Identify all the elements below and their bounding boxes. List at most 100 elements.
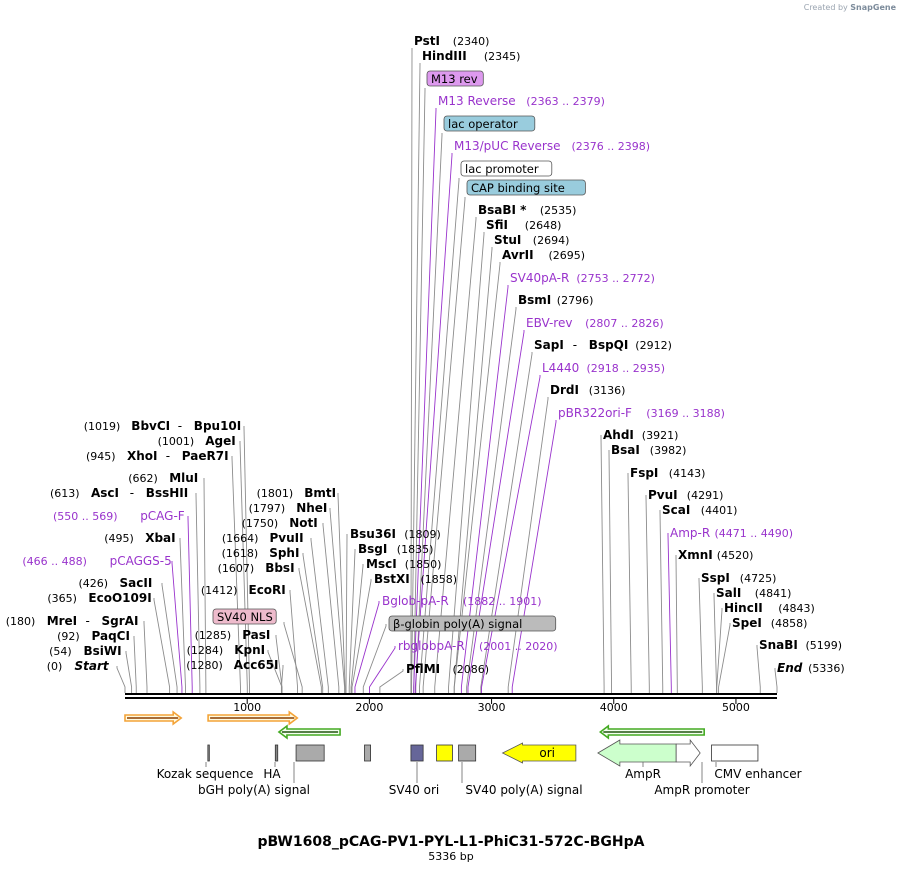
name-text: NotI [289, 516, 318, 530]
name-text: NheI [296, 501, 327, 515]
name-text: HindIII [422, 49, 467, 63]
leader-line [627, 473, 632, 693]
name-text: ScaI [662, 503, 690, 517]
position-text: (1618) [222, 547, 259, 560]
ampr-feature [597, 739, 677, 767]
snapgene-brand: SnapGene [850, 3, 896, 12]
xbai-label: (495) XbaI [104, 531, 175, 545]
sphi-label: (1618) SphI [222, 546, 300, 560]
xhoi-label: (945) XhoI - PaeR7I [86, 449, 229, 463]
name-text: Bsu36I [350, 527, 396, 541]
drdi-label: DrdI (3136) [550, 383, 625, 397]
bgh-poly-a-signal-label: bGH poly(A) signal [198, 783, 310, 797]
leader-line [298, 568, 322, 693]
bbsi-label: (1607) BbsI [218, 561, 295, 575]
position-text: (180) [6, 615, 36, 628]
name-text: DrdI [550, 383, 579, 397]
ruler-tick-label: 5000 [722, 701, 750, 714]
name-text: PaeR7I [182, 449, 229, 463]
plasmid-title: pBW1608_pCAG-PV1-PYL-L1-PhiC31-572C-BGHp… [258, 834, 645, 850]
xmni-label: XmnI (4520) [678, 548, 753, 562]
start-label: (0) Start [47, 659, 110, 673]
position-text: (2001 .. 2020) [479, 640, 558, 653]
leader-line [448, 232, 485, 693]
position-text: (4858) [771, 617, 808, 630]
name-text: SspI [701, 571, 730, 585]
end-label: End (5336) [777, 661, 845, 675]
name-text: SpeI [732, 616, 762, 630]
leader-line [187, 516, 193, 693]
name-text: PaqCI [92, 629, 130, 643]
name-text: SapI [534, 338, 564, 352]
position-text: (365) [47, 592, 77, 605]
feature-box-text: CAP binding site [471, 181, 565, 195]
name-text: BsaI [611, 443, 640, 457]
position-text: (4143) [669, 467, 706, 480]
avrii-label: AvrII (2695) [502, 248, 585, 262]
position-text: (3136) [589, 384, 626, 397]
separator-text: - [573, 338, 577, 352]
cmv-enhancer-feature [711, 744, 759, 762]
name-text: BsgI [358, 542, 387, 556]
l4440-label: L4440 (2918 .. 2935) [542, 361, 665, 375]
feature-box [443, 115, 536, 132]
leader-line [171, 561, 183, 693]
leader-line [354, 601, 380, 693]
position-text: (1858) [421, 573, 458, 586]
name-text: Bpu10I [194, 419, 241, 433]
position-text: (2535) [540, 204, 577, 217]
leader-line [379, 669, 404, 693]
pcaggs-5-label: (466 .. 488) pCAGGS-5 [22, 554, 171, 568]
position-text: (2918 .. 2935) [587, 362, 666, 375]
position-text: (1285) [195, 629, 232, 642]
leader-line [756, 645, 761, 693]
leader-line [434, 217, 477, 693]
leader-line [133, 636, 137, 693]
position-text: (466 .. 488) [22, 555, 87, 568]
name-text: End [777, 661, 803, 675]
leader-line [718, 623, 731, 693]
position-text: (2695) [549, 249, 586, 262]
name-text: pCAGGS-5 [110, 554, 172, 568]
asci-label: (613) AscI - BssHII [50, 486, 188, 500]
mrei-label: (180) MreI - SgrAI [6, 614, 139, 628]
rbglobpa-r-label: rbglobpA-R (2001 .. 2020) [398, 639, 558, 653]
leader-line [600, 435, 605, 693]
leader-line [280, 665, 284, 693]
position-text: (1797) [249, 502, 286, 515]
position-text: (4841) [755, 587, 792, 600]
paqci-label: (92) PaqCI [57, 629, 130, 643]
name-text: BbvCI [131, 419, 170, 433]
leader-line [460, 285, 509, 693]
name-text: BbsI [265, 561, 294, 575]
leader-line [345, 534, 348, 693]
name-text: AvrII [502, 248, 534, 262]
name-text: BstXI [374, 572, 410, 586]
name-text: Amp-R [670, 526, 710, 540]
leader-line [179, 538, 186, 693]
psti-label: PstI (2340) [414, 34, 489, 48]
hindiii-label: HindIII (2345) [422, 49, 520, 63]
leader-line [422, 197, 466, 693]
leader-line [143, 621, 148, 693]
kpni-label: (1284) KpnI [187, 643, 266, 657]
name-text: SnaBI [759, 638, 798, 652]
position-text: (4725) [740, 572, 777, 585]
name-text: SfiI [486, 218, 508, 232]
pbr322ori-f-label: pBR322ori-F (3169 .. 3188) [558, 406, 725, 420]
ampr-promoter-feature [675, 738, 701, 768]
leader-line [511, 420, 557, 693]
leader-line [195, 493, 201, 693]
pcag-f-label: (550 .. 569) pCAG-F [53, 509, 185, 523]
name-text: MreI [47, 614, 77, 628]
leader-line [645, 495, 650, 693]
position-text: (5336) [808, 662, 845, 675]
hincii-label: HincII (4843) [724, 601, 815, 615]
leader-line [350, 564, 364, 693]
name-text: HincII [724, 601, 763, 615]
name-text: BssHII [146, 486, 188, 500]
ruler-tick-label: 2000 [355, 701, 383, 714]
watermark-prefix: Created by [803, 3, 848, 12]
name-text: XmnI [678, 548, 713, 562]
position-text: (4520) [717, 549, 754, 562]
